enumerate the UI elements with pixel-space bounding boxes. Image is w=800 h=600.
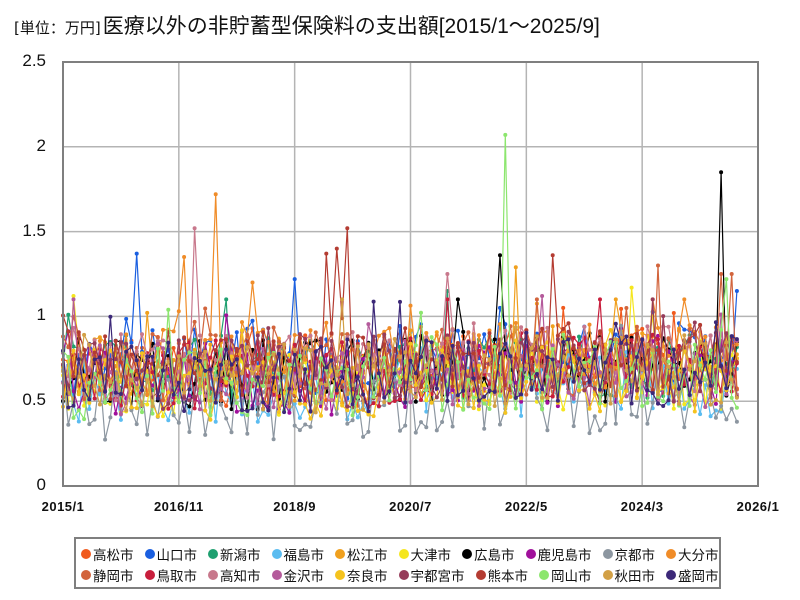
chart-title: [単位：万円] 医療以外の非貯蓄型保険料の支出額 [2015/1～2025/9]: [14, 10, 600, 44]
y-tick-label: 2: [36, 135, 46, 155]
x-tick-label: 2015/1: [41, 499, 85, 514]
legend-marker-icon: [208, 569, 218, 580]
series-line: [61, 328, 739, 422]
legend-label: 山口市: [156, 547, 198, 564]
legend-label: 熊本市: [487, 568, 529, 585]
plot-area-border: [62, 61, 759, 487]
y-tick-label: 2.5: [22, 51, 46, 70]
legend-marker-icon: [144, 548, 155, 559]
legend-item[interactable]: 大津市: [398, 544, 452, 564]
x-tick-label: 2022/5: [504, 499, 548, 514]
legend-label: 静岡市: [93, 568, 134, 585]
legend-item[interactable]: 宇都宮市: [398, 565, 465, 585]
legend-label: 大分市: [678, 547, 719, 564]
legend-label: 高松市: [93, 547, 134, 564]
legend-marker-icon: [144, 569, 155, 580]
chart-main-title: 医療以外の非貯蓄型保険料の支出額: [102, 14, 439, 38]
legend-label: 福島市: [283, 547, 325, 564]
series-line: [61, 299, 739, 415]
x-tick-label: 2016/11: [153, 499, 204, 514]
legend-item[interactable]: 秋田市: [602, 565, 656, 585]
legend-marker-icon: [208, 548, 218, 559]
legend-marker-icon: [525, 548, 536, 559]
legend-marker-icon: [602, 548, 613, 559]
chart-unit-label: [単位：万円]: [14, 19, 101, 37]
legend-item[interactable]: 鳥取市: [144, 565, 198, 585]
legend-item[interactable]: 広島市: [462, 544, 515, 564]
legend-label: 京都市: [614, 547, 656, 564]
legend-label: 宇都宮市: [410, 568, 465, 585]
legend-marker-icon: [335, 569, 345, 580]
chart-date-range: [2015/1～2025/9]: [438, 15, 600, 38]
legend-label: 秋田市: [614, 568, 656, 585]
legend-label: 松江市: [347, 547, 388, 564]
legend-label: 金沢市: [283, 568, 325, 585]
legend-marker-icon: [271, 569, 282, 580]
legend-marker-icon: [398, 548, 409, 559]
y-tick-label: 1.5: [22, 220, 46, 240]
legend-item[interactable]: 静岡市: [81, 565, 134, 585]
legend-item[interactable]: 金沢市: [271, 565, 325, 585]
legend-marker-icon: [81, 569, 91, 580]
y-tick-label: 0.5: [22, 390, 46, 410]
legend-marker-icon: [666, 548, 676, 559]
chart-gridlines: [63, 62, 758, 486]
legend-label: 岡山市: [551, 568, 592, 585]
legend-marker-icon: [666, 569, 676, 580]
x-tick-label: 2024/3: [620, 499, 664, 514]
x-tick-label: 2026/1: [736, 499, 780, 514]
legend-item[interactable]: 大分市: [666, 544, 719, 564]
x-tick-label: 2018/9: [273, 499, 317, 514]
legend-item[interactable]: 高松市: [81, 544, 134, 564]
legend-item[interactable]: 奈良市: [335, 565, 388, 585]
legend-item[interactable]: 福島市: [271, 544, 325, 564]
legend-label: 大津市: [410, 547, 452, 564]
legend-label: 奈良市: [347, 568, 388, 585]
legend-row: 高松市 山口市 新潟市 福島市 松江市 大津市 広島市 鹿児島市 京都市 大分市: [81, 543, 719, 564]
legend-item[interactable]: 松江市: [335, 544, 388, 564]
legend-marker-icon: [81, 548, 91, 559]
legend-row: 静岡市 鳥取市 高知市 金沢市 奈良市 宇都宮市 熊本市 岡山市 秋田市 盛岡市: [81, 564, 719, 585]
legend-marker-icon: [398, 569, 409, 580]
legend-label: 盛岡市: [678, 568, 719, 585]
legend-marker-icon: [462, 548, 472, 559]
legend-item[interactable]: 山口市: [144, 544, 198, 564]
legend-item[interactable]: 高知市: [208, 565, 261, 585]
legend-marker-icon: [539, 569, 549, 580]
legend-item[interactable]: 新潟市: [208, 544, 261, 564]
chart-series: [61, 132, 739, 442]
legend-item[interactable]: 京都市: [602, 544, 656, 564]
legend-marker-icon: [475, 569, 486, 580]
legend-item[interactable]: 熊本市: [475, 565, 529, 585]
y-tick-label: 0: [36, 475, 46, 494]
legend-marker-icon: [602, 569, 613, 580]
legend-marker-icon: [271, 548, 282, 559]
legend-label: 新潟市: [220, 547, 261, 564]
legend-label: 鳥取市: [156, 568, 198, 585]
y-tick-label: 1: [36, 305, 46, 325]
legend-label: 鹿児島市: [537, 547, 592, 564]
legend-label: 広島市: [474, 547, 515, 564]
legend-item[interactable]: 鹿児島市: [525, 544, 592, 564]
x-tick-label: 2020/7: [389, 499, 432, 514]
chart-legend: 高松市 山口市 新潟市 福島市 松江市 大津市 広島市 鹿児島市 京都市 大分市静岡市 鳥取市 高知市…: [74, 537, 721, 589]
legend-item[interactable]: 盛岡市: [666, 565, 719, 585]
legend-marker-icon: [335, 548, 345, 559]
legend-item[interactable]: 岡山市: [539, 565, 592, 585]
legend-label: 高知市: [220, 568, 261, 585]
